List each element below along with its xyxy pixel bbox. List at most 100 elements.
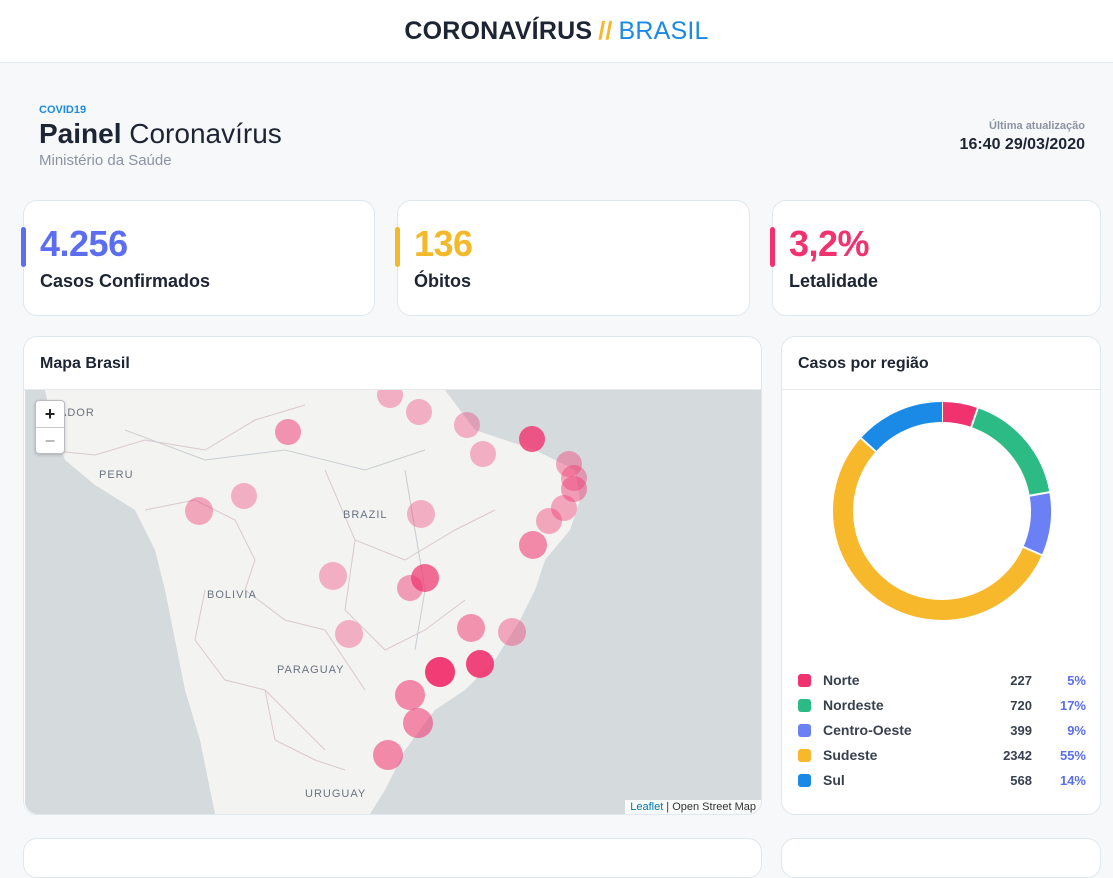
map-label-ecuador: ADOR xyxy=(59,407,95,419)
legend-item-centro-oeste[interactable]: Centro-Oeste 399 9% xyxy=(798,719,1088,744)
case-marker[interactable] xyxy=(403,708,433,738)
donut-slice-centro-oeste[interactable] xyxy=(1023,492,1051,556)
legend-name: Centro-Oeste xyxy=(823,722,912,738)
case-marker[interactable] xyxy=(561,476,587,502)
legend-percent: 55% xyxy=(1059,748,1086,763)
case-marker[interactable] xyxy=(561,465,587,491)
legend-value: 2342 xyxy=(1003,748,1032,763)
border-line xyxy=(324,469,496,561)
last-update: Última atualização 16:40 29/03/2020 xyxy=(960,120,1085,154)
donut-slice-sudeste[interactable] xyxy=(833,438,1042,620)
border-line xyxy=(344,539,466,651)
legend-value: 399 xyxy=(1010,723,1032,738)
stat-card-lethality: 3,2% Letalidade xyxy=(770,200,1101,316)
region-legend: Norte 227 5% Nordeste 720 17% Centro-Oes… xyxy=(798,669,1088,794)
border-line xyxy=(44,404,306,456)
brazil-map[interactable]: ADOR PERU BRAZIL BOLIVIA PARAGUAY URUGUA… xyxy=(25,390,761,814)
stat-card-cases: 4.256 Casos Confirmados xyxy=(21,200,375,316)
case-marker[interactable] xyxy=(519,426,545,452)
case-marker[interactable] xyxy=(466,650,494,678)
legend-item-sul[interactable]: Sul 568 14% xyxy=(798,769,1088,794)
legend-value: 720 xyxy=(1010,698,1032,713)
donut-gap xyxy=(969,405,980,430)
legend-name: Norte xyxy=(823,672,860,688)
case-marker[interactable] xyxy=(407,500,435,528)
case-marker[interactable] xyxy=(470,441,496,467)
page-title: Painel Coronavírus xyxy=(39,118,282,150)
case-marker[interactable] xyxy=(231,483,257,509)
next-panel-right xyxy=(781,838,1101,878)
case-marker[interactable] xyxy=(425,657,455,687)
legend-name: Sudeste xyxy=(823,747,878,763)
map-canvas[interactable]: ADOR PERU BRAZIL BOLIVIA PARAGUAY URUGUA… xyxy=(25,390,761,814)
map-attribution: Leaflet | Open Street Map xyxy=(625,800,761,814)
zoom-in-button[interactable]: + xyxy=(36,401,64,428)
case-marker[interactable] xyxy=(395,680,425,710)
border-line xyxy=(194,589,326,751)
leaflet-link[interactable]: Leaflet xyxy=(630,801,664,813)
donut-slice-norte[interactable] xyxy=(941,402,978,428)
legend-percent: 5% xyxy=(1067,673,1086,688)
map-label-bolivia: BOLIVIA xyxy=(207,589,257,601)
map-label-paraguay: PARAGUAY xyxy=(277,664,345,676)
case-marker[interactable] xyxy=(377,390,403,408)
stat-value: 3,2% xyxy=(789,223,870,264)
page-header: COVID19 Painel Coronavírus Ministério da… xyxy=(39,104,282,169)
title-rest: Coronavírus xyxy=(121,118,282,149)
stat-label: Casos Confirmados xyxy=(40,271,211,291)
case-marker[interactable] xyxy=(498,618,526,646)
brand-name: CORONAVÍRUS xyxy=(404,16,593,45)
legend-swatch xyxy=(798,674,811,687)
legend-swatch xyxy=(798,774,811,787)
land-mass xyxy=(45,390,580,814)
last-update-value: 16:40 29/03/2020 xyxy=(959,136,1085,153)
case-marker[interactable] xyxy=(185,497,213,525)
legend-item-norte[interactable]: Norte 227 5% xyxy=(798,669,1088,694)
stat-value: 136 xyxy=(414,223,473,264)
stat-card-deaths: 136 Óbitos xyxy=(395,200,750,316)
river-line xyxy=(404,469,426,651)
stat-accent-bar xyxy=(395,227,400,267)
legend-swatch xyxy=(798,724,811,737)
border-line xyxy=(144,499,366,691)
zoom-out-button[interactable]: − xyxy=(44,431,56,451)
case-marker[interactable] xyxy=(335,620,363,648)
region-panel-title: Casos por região xyxy=(798,355,929,372)
header-tag: COVID19 xyxy=(39,104,87,116)
case-marker[interactable] xyxy=(411,564,439,592)
legend-swatch xyxy=(798,699,811,712)
legend-value: 568 xyxy=(1010,773,1032,788)
legend-percent: 17% xyxy=(1059,698,1086,713)
map-label-brazil: BRAZIL xyxy=(343,509,388,521)
donut-gap xyxy=(1027,490,1052,498)
donut-gap xyxy=(858,436,878,454)
region-donut-chart[interactable] xyxy=(782,397,1102,677)
legend-percent: 14% xyxy=(1059,773,1086,788)
donut-slice-sul[interactable] xyxy=(860,402,943,452)
stat-accent-bar xyxy=(21,227,26,267)
donut-slice-nordeste[interactable] xyxy=(970,408,1050,497)
legend-percent: 9% xyxy=(1067,723,1086,738)
legend-value: 227 xyxy=(1010,673,1032,688)
case-marker[interactable] xyxy=(319,562,347,590)
map-label-peru: PERU xyxy=(99,469,134,481)
case-marker[interactable] xyxy=(556,451,582,477)
case-marker[interactable] xyxy=(457,614,485,642)
case-marker[interactable] xyxy=(551,495,577,521)
case-marker[interactable] xyxy=(519,531,547,559)
map-panel: Mapa Brasil ADOR PERU BRAZIL BOLIVIA xyxy=(23,336,762,815)
donut-gap xyxy=(1021,545,1044,557)
legend-swatch xyxy=(798,749,811,762)
legend-item-sudeste[interactable]: Sudeste 2342 55% xyxy=(798,744,1088,769)
top-bar: CORONAVÍRUS//BRASIL xyxy=(0,0,1113,63)
next-panel xyxy=(23,838,762,878)
legend-item-nordeste[interactable]: Nordeste 720 17% xyxy=(798,694,1088,719)
case-marker[interactable] xyxy=(373,740,403,770)
legend-name: Nordeste xyxy=(823,697,884,713)
case-marker[interactable] xyxy=(275,419,301,445)
brand-logo[interactable]: CORONAVÍRUS//BRASIL xyxy=(404,17,708,46)
case-marker[interactable] xyxy=(536,508,562,534)
case-marker[interactable] xyxy=(406,399,432,425)
case-marker[interactable] xyxy=(454,412,480,438)
stat-value: 4.256 xyxy=(40,223,128,264)
